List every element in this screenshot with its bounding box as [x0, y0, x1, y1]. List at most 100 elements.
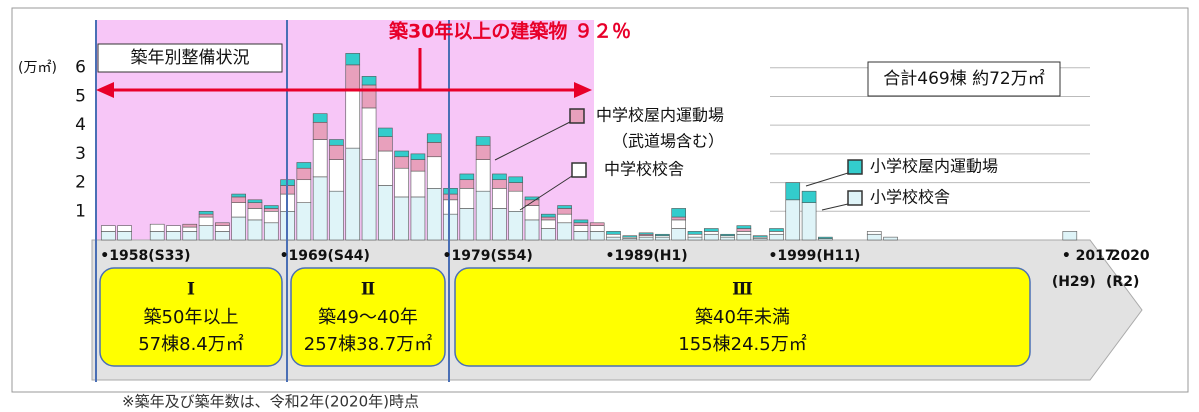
bar-segment: [296, 179, 312, 203]
bar-segment: [459, 179, 475, 189]
period-age: 築49～40年: [318, 307, 418, 328]
bar-segment: [231, 216, 246, 241]
bar-segment: [638, 236, 654, 241]
bar-segment: [655, 233, 670, 236]
y-axis-label: (万㎡): [18, 60, 57, 76]
bar-segment: [296, 202, 312, 241]
bar-segment: [801, 190, 817, 203]
y-tick-label: 5: [75, 86, 86, 106]
bar-segment: [573, 222, 589, 226]
bar-segment: [263, 222, 279, 241]
bar-segment: [312, 139, 328, 178]
bar-segment: [443, 188, 458, 195]
bar-segment: [117, 231, 132, 241]
bar-segment: [671, 219, 686, 229]
bar-segment: [263, 205, 279, 209]
total-box: [867, 61, 1061, 97]
bar-segment: [589, 225, 605, 232]
period-summary: 155棟24.5万㎡: [678, 333, 806, 355]
bar-segment: [361, 84, 377, 109]
frame: [11, 7, 1189, 393]
bar-segment: [1062, 231, 1078, 241]
bar-segment: [312, 176, 328, 241]
bar-segment: [182, 223, 198, 228]
x-note: (H29): [1052, 274, 1096, 290]
bar-segment: [492, 173, 507, 181]
bar-segment: [198, 216, 214, 226]
bar-segment: [312, 121, 328, 140]
bar-segment: [736, 231, 752, 235]
bar-segment: [459, 173, 475, 181]
x-tick-label: 2020: [1111, 248, 1150, 264]
bar-segment: [720, 236, 735, 241]
bar-segment: [687, 236, 703, 241]
bar-segment: [541, 216, 556, 221]
legend-label: 中学校屋内運動場: [596, 106, 724, 125]
bar-segment: [606, 236, 621, 241]
bar-segment: [573, 231, 589, 241]
bar-segment: [182, 226, 198, 232]
bar-segment: [769, 233, 784, 241]
legend-label: 小学校校舎: [870, 188, 950, 207]
footnote: ※築年及び築年数は、令和2年(2020年)時点: [122, 393, 419, 411]
bar-segment: [671, 228, 686, 241]
y-tick-label: 2: [75, 173, 86, 193]
bar-segment: [166, 231, 181, 241]
legend-leader: [519, 175, 573, 211]
bar-segment: [752, 235, 768, 238]
bar-segment: [361, 107, 377, 160]
period-box: [454, 267, 1031, 367]
bar-segment: [459, 188, 475, 209]
bar-segment: [589, 222, 605, 226]
bar-segment: [394, 167, 409, 198]
bar-segment: [573, 225, 589, 232]
bar-segment: [883, 236, 898, 241]
bar-segment: [475, 136, 491, 146]
bar-segment: [378, 127, 393, 137]
bar-segment: [378, 150, 393, 186]
legend-label: 中学校校舎: [604, 160, 684, 179]
bar-segment: [263, 210, 279, 224]
legend-label: 小学校屋内運動場: [870, 157, 998, 176]
bar-segment: [703, 231, 719, 235]
bar-segment: [247, 208, 263, 221]
bar-segment: [166, 225, 181, 232]
bar-segment: [785, 182, 801, 201]
bar-segment: [866, 231, 882, 235]
x-note: (R2): [1106, 274, 1139, 290]
bar-segment: [736, 225, 752, 229]
bar-segment: [329, 190, 344, 241]
bar-segment: [263, 208, 279, 212]
legend-note: （武道場含む）: [612, 132, 724, 151]
bar-segment: [182, 231, 198, 241]
bar-segment: [361, 159, 377, 241]
bar-segment: [329, 139, 344, 146]
bar-segment: [524, 219, 540, 241]
bar-segment: [475, 144, 491, 160]
y-tick-label: 1: [75, 201, 86, 221]
bar-segment: [215, 225, 230, 232]
bar-segment: [231, 193, 246, 198]
bar-segment: [247, 199, 263, 203]
bar-segment: [100, 231, 116, 241]
bar-segment: [426, 142, 442, 158]
bar-segment: [589, 231, 605, 241]
bar-segment: [703, 233, 719, 241]
bar-segment: [687, 231, 703, 235]
bar-segment: [231, 202, 246, 218]
bar-segment: [378, 136, 393, 152]
bar-segment: [247, 202, 263, 209]
bar-segment: [671, 216, 686, 221]
x-tick-label: •1969(S44): [280, 248, 370, 264]
bar-segment: [329, 144, 344, 160]
bar-segment: [785, 199, 801, 241]
chart-title: 築30年以上の建築物 ９２％: [388, 20, 631, 43]
bar-segment: [655, 236, 670, 241]
legend-leader: [805, 172, 849, 187]
period-box: [290, 267, 446, 367]
legend-swatch: [569, 108, 585, 124]
bar-segment: [410, 153, 426, 160]
period-numeral: Ⅱ: [361, 280, 375, 300]
legend-leader: [494, 121, 571, 161]
